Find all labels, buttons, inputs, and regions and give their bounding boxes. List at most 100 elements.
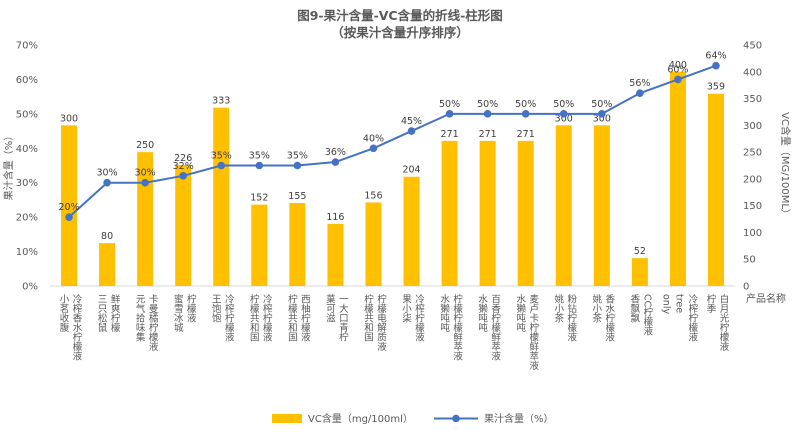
juice-point — [598, 110, 606, 118]
y-left-axis-title: 果汁含量（%） — [2, 131, 15, 201]
category-label: 香水柠檬液 — [603, 294, 615, 342]
vc-bar-label: 116 — [326, 212, 344, 223]
category-label: 柠檬共和国 — [286, 293, 298, 342]
category-label: 王饱饱 — [210, 294, 222, 323]
juice-point — [674, 75, 682, 84]
vc-bar-label: 152 — [250, 193, 268, 204]
vc-bar — [669, 71, 686, 287]
category-label: 冷榨柠檬液 — [223, 293, 235, 342]
category-label: only — [660, 294, 671, 314]
y-right-tick-label: 400 — [743, 67, 762, 78]
juice-point — [255, 161, 264, 170]
category-label: 卡曼橘柠檬液 — [147, 293, 159, 352]
category-label: 冷榨柠檬液 — [686, 293, 698, 342]
juice-point-label: 30% — [135, 168, 156, 179]
juice-point-label: 35% — [287, 151, 308, 162]
legend-swatch-juice-point — [452, 414, 460, 423]
juice-point-label: 32% — [173, 161, 194, 172]
category-label: tree — [673, 294, 684, 313]
juice-point — [369, 144, 378, 153]
category-label: 水獭吨吨 — [438, 293, 450, 332]
y-left-tick-label: 20% — [16, 213, 38, 224]
juice-point-label: 64% — [705, 51, 726, 62]
legend-label-vc: VC含量（mg/100ml） — [308, 412, 413, 425]
juice-point-label: 30% — [97, 168, 118, 179]
juice-point — [179, 172, 187, 180]
vc-bar-label: 359 — [707, 82, 725, 93]
category-label: 柠檬共和国 — [248, 293, 260, 342]
vc-bar-label: 155 — [288, 191, 306, 202]
category-label: 姚小茶 — [590, 293, 602, 322]
vc-bar-label: 156 — [364, 190, 382, 201]
vc-bar — [327, 223, 344, 286]
vc-bar-label: 271 — [479, 129, 497, 140]
vc-bar — [555, 125, 572, 286]
vc-bar — [593, 125, 610, 286]
chart-subtitle: （按果汁含量升序排序） — [331, 25, 469, 40]
vc-bar-label: 300 — [555, 113, 573, 124]
vc-bar — [99, 243, 116, 286]
category-label: 粉钻柠檬液 — [565, 293, 577, 342]
x-axis-title: 产品名称 — [746, 292, 786, 305]
vc-bar — [479, 140, 496, 286]
juice-point — [103, 178, 111, 187]
vc-bar — [61, 125, 78, 286]
y-right-tick-label: 350 — [743, 94, 762, 105]
juice-point-label: 20% — [58, 202, 79, 213]
vc-bar-label: 204 — [402, 165, 420, 176]
category-label: 柠檬共和国 — [362, 293, 374, 342]
y-right-tick-label: 300 — [743, 121, 762, 132]
vc-bar — [137, 152, 154, 286]
y-right-tick-label: 100 — [743, 228, 762, 239]
y-right-tick-label: 200 — [743, 174, 762, 185]
category-label: 柠檬柠檬鲜萃液 — [451, 293, 463, 361]
y-left-tick-label: 30% — [16, 178, 38, 189]
y-right-axis-title: VC含量（MG/100ML） — [779, 112, 792, 219]
juice-point — [445, 110, 454, 118]
category-label: CC柠檬液 — [641, 294, 653, 337]
juice-point-label: 50% — [477, 99, 498, 110]
y-left-tick-label: 10% — [16, 247, 38, 258]
juice-point — [521, 110, 530, 118]
category-label: 冷榨柠檬液 — [413, 293, 425, 342]
vc-bar — [213, 107, 230, 286]
category-label: 西柚柠檬液 — [299, 294, 311, 342]
y-left-tick-label: 50% — [16, 109, 38, 120]
y-right-tick-label: 450 — [743, 41, 762, 52]
category-label: 小茗收腹 — [58, 294, 70, 333]
vc-bar — [441, 140, 458, 286]
legend-label-juice: 果汁含量（%） — [484, 412, 554, 425]
juice-point — [331, 158, 340, 166]
juice-point — [407, 127, 416, 135]
y-left-tick-label: 40% — [16, 144, 38, 155]
juice-point — [483, 110, 492, 118]
juice-point-label: 50% — [439, 99, 460, 110]
category-label: 蜜雪冰城 — [172, 293, 184, 333]
category-label: 百香柠檬鲜萃液 — [489, 294, 501, 361]
category-label: 菓可滋 — [324, 293, 336, 322]
juice-point-label: 50% — [515, 99, 536, 110]
juice-point-label: 40% — [363, 133, 384, 144]
juice-point-label: 35% — [211, 151, 232, 162]
vc-bar-label: 300 — [60, 113, 78, 124]
vc-bar — [175, 164, 192, 286]
vc-bar — [403, 176, 420, 286]
category-label: 柠檬液 — [185, 293, 197, 323]
vc-bar-label: 271 — [517, 129, 535, 140]
vc-bar-label: 400 — [669, 60, 687, 71]
category-label: 水獭吨吨 — [476, 293, 488, 332]
vc-bar — [631, 258, 648, 286]
category-label: 柠檬电解质液 — [375, 293, 387, 352]
juice-point — [293, 161, 302, 170]
vc-bar-label: 333 — [212, 96, 230, 107]
juice-point-label: 50% — [591, 99, 612, 110]
chart-title: 图9-果汁含量-VC含量的折线-柱形图 — [297, 8, 503, 23]
vc-bar — [289, 202, 306, 286]
juice-point-label: 35% — [249, 151, 270, 162]
vc-bar-label: 52 — [634, 246, 646, 257]
juice-point-label: 60% — [667, 64, 688, 75]
category-label: 冷榨香水柠檬液 — [71, 293, 83, 361]
y-left-tick-label: 0% — [22, 282, 38, 293]
